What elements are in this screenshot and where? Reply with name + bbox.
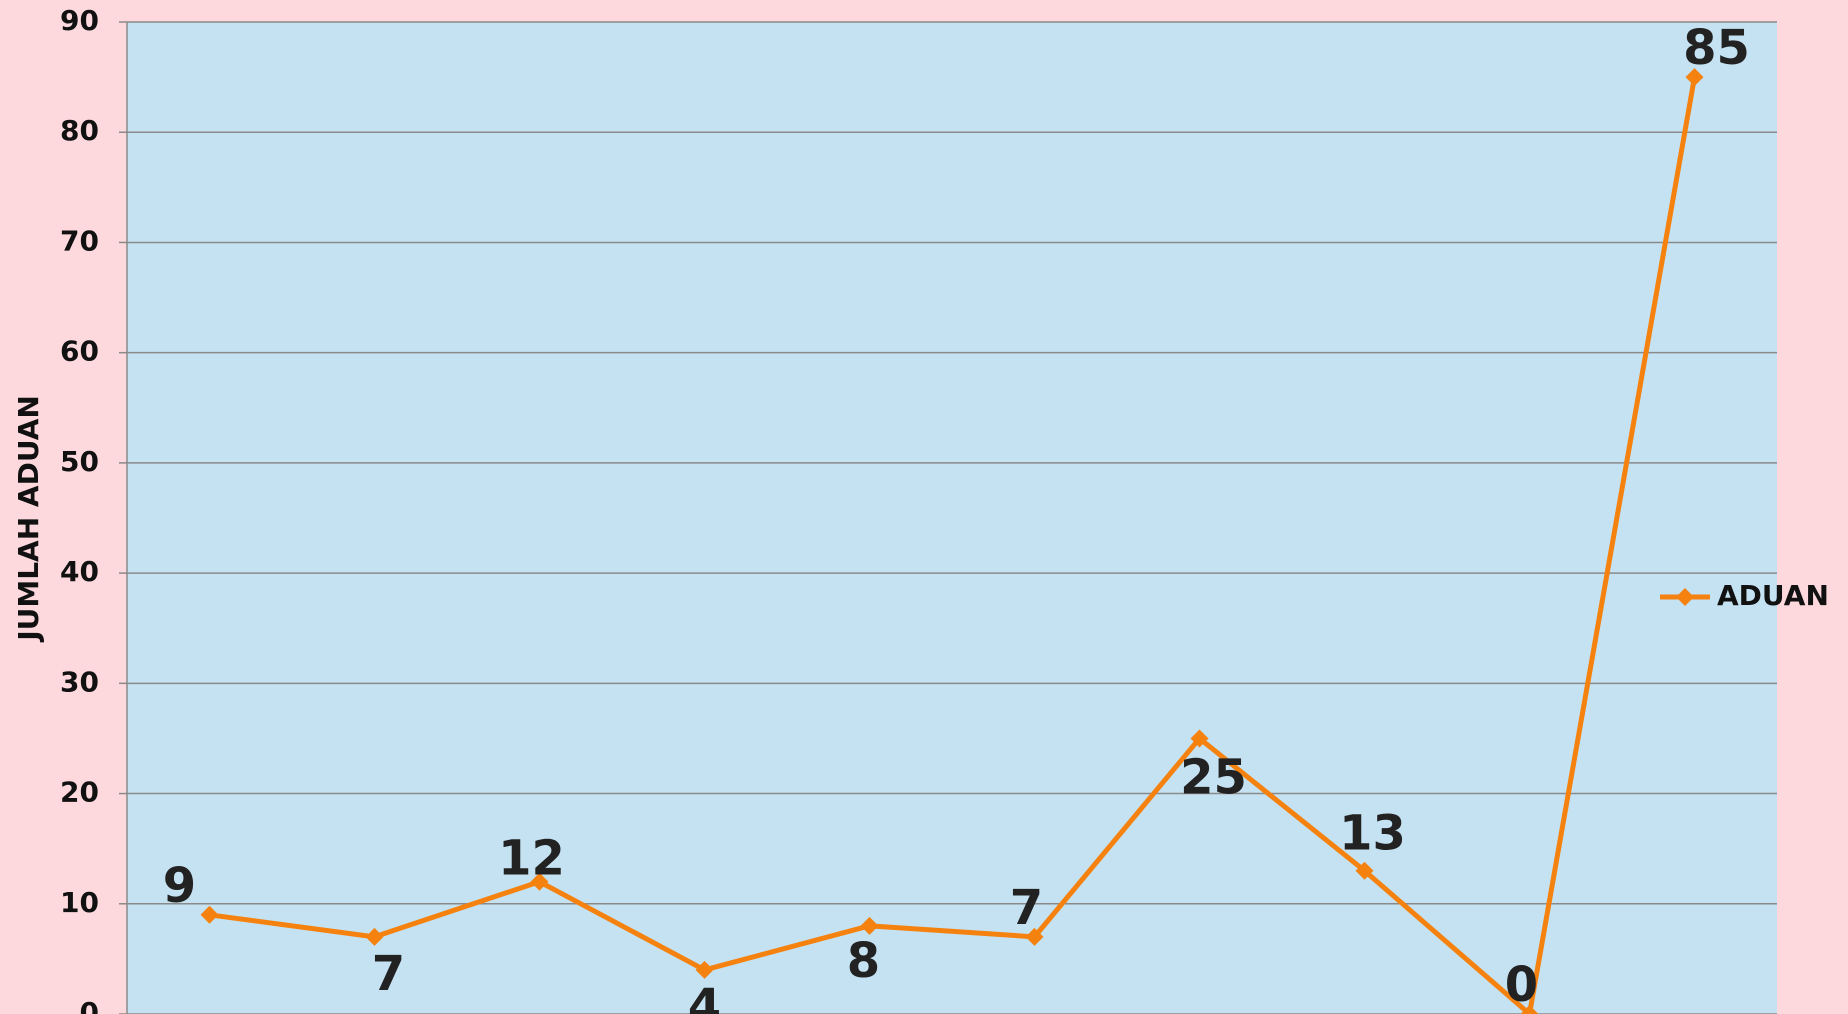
marker [1355,861,1374,880]
y-tick-label: 30 [60,665,99,698]
y-tick-label: 10 [60,886,99,919]
y-tick-label: 0 [80,996,99,1014]
data-label: 7 [372,946,405,1002]
marker [365,927,384,946]
data-label: 7 [1010,880,1043,936]
marker [695,960,714,979]
legend-marker [1676,588,1694,606]
y-tick-label: 70 [60,224,99,257]
marker [860,916,879,935]
y-tick-label: 20 [60,776,99,809]
data-label: 4 [688,979,721,1014]
y-tick-label: 50 [60,445,99,478]
plot-area [127,22,1777,1014]
data-label: 0 [1505,957,1538,1013]
data-label: 9 [163,858,196,914]
marker [200,905,219,924]
marker [530,872,549,891]
y-tick-label: 60 [60,335,99,368]
data-label: 85 [1683,20,1750,76]
y-axis-label: JUMLAH ADUAN [12,395,45,643]
data-label: 25 [1180,749,1247,805]
data-label: 13 [1339,806,1406,862]
data-label: 12 [498,831,565,887]
y-tick-label: 40 [60,555,99,588]
line [209,76,1697,1014]
marker [1025,927,1044,946]
y-tick-label: 90 [60,4,99,37]
y-tick-label: 80 [60,114,99,147]
data-label: 8 [847,933,880,989]
marker [1685,68,1704,87]
legend-label: ADUAN [1717,579,1829,612]
marker [1190,729,1209,748]
marker [1520,1005,1539,1014]
